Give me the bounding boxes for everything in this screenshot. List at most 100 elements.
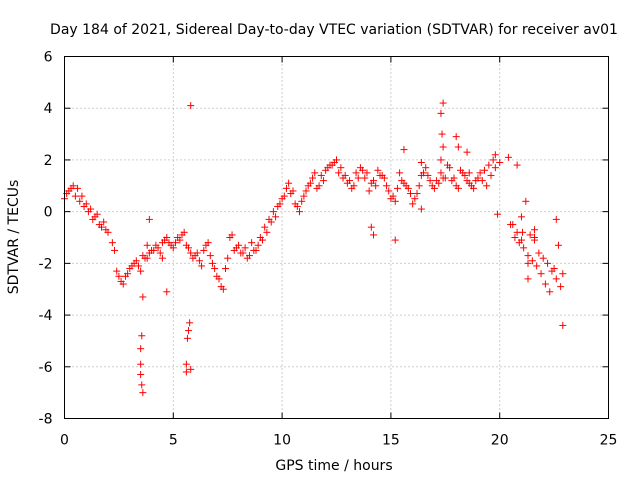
data-point	[137, 267, 145, 275]
data-point	[124, 270, 132, 278]
data-point	[452, 133, 460, 141]
data-point	[138, 332, 146, 340]
data-point	[156, 249, 164, 257]
data-point	[459, 169, 467, 177]
data-point	[115, 272, 123, 280]
data-point	[398, 177, 406, 185]
data-point	[483, 182, 491, 190]
data-point	[478, 177, 486, 185]
data-point	[380, 174, 388, 182]
data-point	[454, 143, 462, 151]
data-point	[158, 239, 166, 247]
data-point	[400, 146, 408, 154]
data-point	[409, 200, 417, 208]
data-point	[450, 174, 458, 182]
data-point	[417, 205, 425, 213]
data-point	[211, 265, 219, 273]
data-point	[417, 159, 425, 167]
data-point	[167, 241, 175, 249]
data-point	[289, 187, 297, 195]
data-point	[491, 151, 499, 159]
data-point	[328, 161, 336, 169]
data-point	[102, 226, 110, 234]
data-point	[426, 177, 434, 185]
data-point	[254, 241, 262, 249]
data-point	[195, 257, 203, 265]
data-point	[176, 236, 184, 244]
data-point	[365, 187, 373, 195]
data-point	[137, 360, 145, 368]
data-point	[341, 171, 349, 179]
data-point	[187, 102, 195, 110]
data-point	[182, 368, 190, 376]
data-point	[511, 234, 519, 241]
data-point	[241, 244, 249, 252]
data-point	[544, 259, 552, 267]
data-point	[185, 327, 193, 335]
data-point	[163, 234, 171, 241]
data-point	[333, 156, 340, 164]
data-point	[319, 177, 327, 185]
data-points	[61, 99, 567, 397]
data-point	[554, 241, 562, 249]
data-point	[267, 218, 275, 226]
data-point	[480, 166, 488, 174]
grid	[64, 56, 609, 419]
data-point	[137, 371, 145, 379]
data-point	[183, 334, 191, 342]
data-point	[163, 288, 171, 296]
data-point	[108, 239, 116, 247]
data-point	[439, 143, 447, 151]
data-point	[113, 267, 121, 275]
data-point	[363, 169, 371, 177]
data-point	[250, 246, 258, 254]
data-point	[352, 169, 360, 177]
data-point	[437, 156, 445, 164]
data-point	[67, 184, 75, 192]
data-point	[89, 215, 97, 223]
data-point	[402, 182, 410, 190]
data-point	[143, 241, 151, 249]
data-point	[441, 174, 449, 182]
data-point	[337, 164, 345, 172]
data-point	[232, 244, 240, 252]
data-point	[541, 280, 549, 288]
data-point	[391, 236, 399, 244]
data-point	[187, 365, 195, 373]
x-tick-label: 20	[491, 433, 509, 449]
y-tick-label: 6	[44, 50, 53, 66]
data-point	[134, 262, 142, 270]
data-point	[552, 215, 560, 223]
data-point	[369, 231, 377, 239]
data-point	[528, 257, 536, 265]
data-point	[504, 153, 512, 161]
data-point	[489, 156, 497, 164]
data-point	[531, 234, 539, 241]
data-point	[139, 389, 147, 397]
data-point	[335, 169, 343, 177]
data-point	[537, 270, 545, 278]
data-point	[467, 182, 475, 190]
data-point	[128, 262, 136, 270]
data-point	[374, 166, 382, 174]
data-point	[137, 345, 145, 353]
data-point	[494, 210, 502, 218]
plot-frame	[64, 56, 609, 419]
data-point	[496, 159, 504, 167]
data-point	[237, 249, 245, 257]
y-tick-label: 2	[44, 153, 53, 169]
data-point	[350, 182, 358, 190]
y-tick-label: 4	[44, 101, 53, 117]
data-point	[533, 262, 541, 270]
data-point	[439, 99, 447, 107]
data-point	[513, 161, 521, 169]
data-point	[367, 179, 375, 187]
data-point	[302, 187, 310, 195]
data-point	[383, 182, 391, 190]
x-tick-label: 15	[382, 433, 400, 449]
data-point	[463, 177, 471, 185]
data-point	[280, 192, 288, 200]
data-point	[411, 195, 419, 203]
data-point	[396, 169, 404, 177]
data-point	[557, 283, 565, 291]
